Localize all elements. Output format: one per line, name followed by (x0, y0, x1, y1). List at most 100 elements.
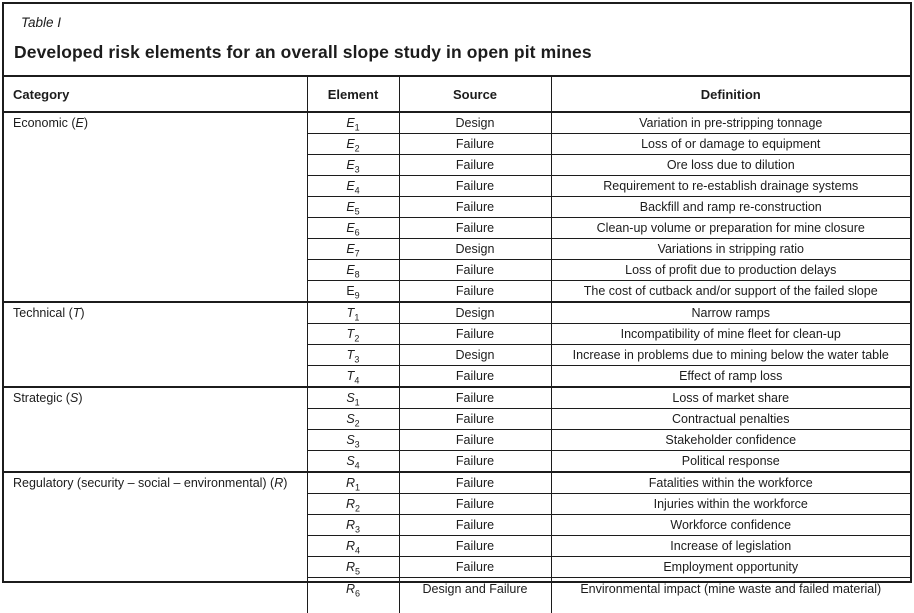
element-symbol: S (346, 454, 354, 468)
source-cell: Failure (399, 260, 551, 281)
element-subscript: 5 (355, 207, 360, 217)
element-subscript: 8 (355, 270, 360, 280)
element-symbol: E (346, 158, 354, 172)
category-cell: Regulatory (security – social – environm… (4, 472, 307, 613)
element-symbol: R (346, 582, 355, 596)
definition-cell: Narrow ramps (551, 302, 910, 324)
definition-cell: Injuries within the workforce (551, 494, 910, 515)
element-cell: T1 (307, 302, 399, 324)
element-cell: S3 (307, 430, 399, 451)
source-cell: Failure (399, 494, 551, 515)
category-cell: Strategic (S) (4, 387, 307, 472)
element-subscript: 3 (354, 355, 359, 365)
column-header-definition: Definition (551, 76, 910, 112)
table-row: Strategic (S) S1 Failure Loss of market … (4, 387, 910, 409)
element-symbol: R (346, 518, 355, 532)
column-header-element: Element (307, 76, 399, 112)
element-subscript: 5 (355, 567, 360, 577)
element-cell: R6 (307, 578, 399, 613)
element-subscript: 9 (355, 291, 360, 301)
source-cell: Failure (399, 176, 551, 197)
definition-cell: Workforce confidence (551, 515, 910, 536)
element-symbol: E (346, 221, 354, 235)
element-subscript: 7 (355, 249, 360, 259)
definition-cell: Political response (551, 451, 910, 473)
element-cell: S1 (307, 387, 399, 409)
definition-cell: Variation in pre-stripping tonnage (551, 112, 910, 134)
category-text: ) (84, 116, 88, 130)
section-economic: Economic (E) E1 Design Variation in pre-… (4, 112, 910, 302)
element-cell: R3 (307, 515, 399, 536)
element-cell: T3 (307, 345, 399, 366)
element-cell: R2 (307, 494, 399, 515)
category-cell: Economic (E) (4, 112, 307, 302)
source-cell: Failure (399, 366, 551, 388)
element-symbol: R (346, 539, 355, 553)
definition-cell: Clean-up volume or preparation for mine … (551, 218, 910, 239)
element-cell: R1 (307, 472, 399, 494)
definition-cell: Variations in stripping ratio (551, 239, 910, 260)
element-subscript: 4 (355, 461, 360, 471)
table-frame: Table I Developed risk elements for an o… (2, 2, 912, 583)
definition-cell: Effect of ramp loss (551, 366, 910, 388)
source-cell: Failure (399, 134, 551, 155)
element-subscript: 1 (355, 123, 360, 133)
source-cell: Failure (399, 536, 551, 557)
definition-cell: Loss of profit due to production delays (551, 260, 910, 281)
definition-cell: Requirement to re-establish drainage sys… (551, 176, 910, 197)
element-subscript: 4 (355, 546, 360, 556)
element-symbol: S (346, 391, 354, 405)
table-label: Table I (4, 15, 910, 30)
element-subscript: 2 (354, 334, 359, 344)
element-cell: E5 (307, 197, 399, 218)
element-cell: E6 (307, 218, 399, 239)
element-cell: E3 (307, 155, 399, 176)
element-symbol: E (346, 179, 354, 193)
element-symbol: E (346, 200, 354, 214)
element-cell: E9 (307, 281, 399, 303)
definition-cell: Incompatibility of mine fleet for clean-… (551, 324, 910, 345)
element-symbol: E (346, 263, 354, 277)
element-symbol: E (346, 242, 354, 256)
category-text: Technical ( (13, 306, 73, 320)
header-row: Category Element Source Definition (4, 76, 910, 112)
element-cell: E7 (307, 239, 399, 260)
element-subscript: 6 (355, 228, 360, 238)
source-cell: Failure (399, 155, 551, 176)
element-subscript: 1 (355, 398, 360, 408)
source-cell: Design (399, 345, 551, 366)
definition-cell: Stakeholder confidence (551, 430, 910, 451)
source-cell: Design and Failure (399, 578, 551, 613)
element-cell: T4 (307, 366, 399, 388)
definition-cell: Fatalities within the workforce (551, 472, 910, 494)
element-symbol: S (346, 412, 354, 426)
element-cell: S4 (307, 451, 399, 473)
definition-cell: Environmental impact (mine waste and fai… (551, 578, 910, 613)
category-text: Regulatory (security – social – environm… (13, 476, 274, 490)
category-cell: Technical (T) (4, 302, 307, 387)
element-subscript: 3 (355, 440, 360, 450)
element-cell: E1 (307, 112, 399, 134)
element-symbol: R (346, 560, 355, 574)
category-text: Strategic ( (13, 391, 70, 405)
column-header-category: Category (4, 76, 307, 112)
element-cell: S2 (307, 409, 399, 430)
element-subscript: 2 (355, 419, 360, 429)
section-regulatory: Regulatory (security – social – environm… (4, 472, 910, 613)
source-cell: Failure (399, 472, 551, 494)
definition-cell: Loss of market share (551, 387, 910, 409)
element-symbol: E (346, 137, 354, 151)
definition-cell: Increase of legislation (551, 536, 910, 557)
source-cell: Failure (399, 218, 551, 239)
table-caption-area: Table I Developed risk elements for an o… (4, 4, 910, 75)
element-symbol: S (346, 433, 354, 447)
table-title: Developed risk elements for an overall s… (4, 42, 910, 63)
category-text: Economic ( (13, 116, 76, 130)
table-row: Economic (E) E1 Design Variation in pre-… (4, 112, 910, 134)
element-cell: R5 (307, 557, 399, 578)
definition-cell: Contractual penalties (551, 409, 910, 430)
source-cell: Failure (399, 409, 551, 430)
table-row: Technical (T) T1 Design Narrow ramps (4, 302, 910, 324)
element-cell: R4 (307, 536, 399, 557)
element-symbol: E (346, 284, 354, 298)
